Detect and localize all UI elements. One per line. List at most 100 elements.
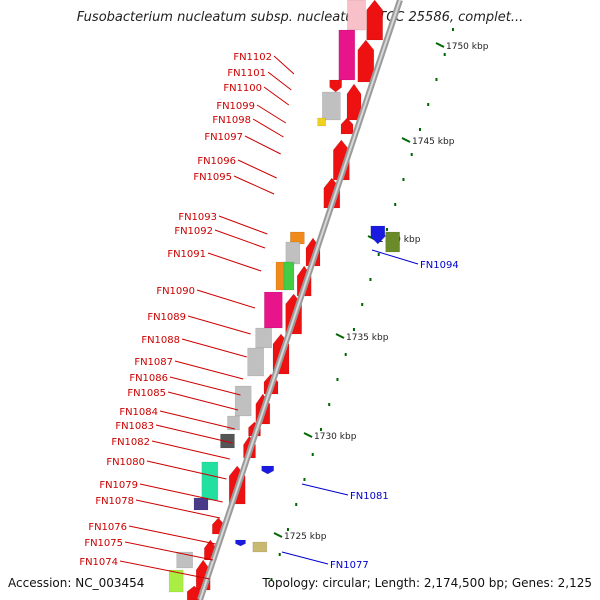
- scale-major-tick: [435, 42, 445, 48]
- gene-label-right: FN1081: [350, 491, 389, 502]
- backbone-highlight: [199, 0, 401, 600]
- gene-label-left: FN1100: [223, 83, 262, 94]
- gene-label-left: FN1085: [127, 388, 166, 399]
- scale-label: 1735 kbp: [346, 333, 389, 343]
- scale-label: 1750 kbp: [446, 42, 489, 52]
- scale-minor-tick: [295, 503, 298, 506]
- gene-feature: [357, 39, 375, 83]
- scale-minor-tick: [443, 53, 446, 56]
- gene-feature: [347, 0, 366, 31]
- scale-major-tick: [335, 333, 345, 339]
- leader-line-left: [174, 360, 244, 380]
- gene-feature: [264, 291, 283, 329]
- scale-minor-tick: [427, 103, 430, 106]
- leader-line-right: [281, 551, 329, 565]
- gene-feature: [366, 0, 383, 41]
- leader-line-left: [119, 560, 210, 580]
- leader-line-left: [169, 376, 241, 396]
- leader-line-left: [218, 215, 268, 235]
- scale-minor-tick: [385, 228, 388, 231]
- gene-feature: [261, 465, 274, 475]
- leader-line-left: [146, 460, 227, 480]
- leader-line-left: [151, 440, 230, 460]
- gene-feature: [340, 117, 354, 135]
- scale-minor-tick: [394, 203, 397, 206]
- gene-feature: [385, 231, 400, 253]
- gene-label-left: FN1102: [233, 52, 272, 63]
- gene-feature: [283, 261, 295, 291]
- scale-minor-tick: [435, 78, 438, 81]
- leader-line-left: [139, 483, 223, 503]
- gene-feature: [168, 569, 184, 593]
- gene-feature: [176, 551, 193, 569]
- leader-line-left: [233, 175, 275, 195]
- leader-line-left: [159, 410, 235, 430]
- scale-minor-tick: [286, 528, 289, 531]
- gene-label-left: FN1097: [204, 132, 243, 143]
- gene-feature: [220, 433, 235, 449]
- scale-minor-tick: [410, 153, 413, 156]
- gene-feature: [290, 231, 305, 245]
- gene-label-left: FN1096: [197, 156, 236, 167]
- gene-label-left: FN1098: [212, 115, 251, 126]
- gene-label-right: FN1077: [330, 560, 369, 571]
- leader-line-left: [263, 86, 290, 106]
- gene-feature: [201, 461, 219, 501]
- scale-minor-tick: [278, 553, 281, 556]
- scale-minor-tick: [311, 453, 314, 456]
- gene-feature: [329, 79, 342, 93]
- gene-label-left: FN1091: [167, 249, 206, 260]
- leader-line-left: [181, 338, 247, 358]
- gene-label-left: FN1082: [111, 437, 150, 448]
- gene-feature: [370, 225, 386, 245]
- gene-label-left: FN1092: [174, 226, 213, 237]
- gene-label-left: FN1084: [119, 407, 158, 418]
- gene-label-right: FN1094: [420, 260, 459, 271]
- gene-label-left: FN1093: [178, 212, 217, 223]
- scale-minor-tick: [303, 478, 306, 481]
- gene-label-left: FN1090: [156, 286, 195, 297]
- leader-line-left: [128, 525, 216, 545]
- scale-label: 1730 kbp: [314, 432, 357, 442]
- gene-feature: [322, 91, 341, 121]
- gene-label-left: FN1080: [106, 457, 145, 468]
- leader-line-left: [273, 55, 295, 75]
- gene-label-left: FN1095: [193, 172, 232, 183]
- gene-label-left: FN1088: [141, 335, 180, 346]
- scale-minor-tick: [418, 128, 421, 131]
- gene-feature: [285, 241, 301, 265]
- scale-minor-tick: [319, 428, 322, 431]
- scale-minor-tick: [328, 403, 331, 406]
- gene-label-left: FN1083: [115, 421, 154, 432]
- gene-label-left: FN1078: [95, 496, 134, 507]
- scale-minor-tick: [352, 328, 355, 331]
- gene-label-left: FN1075: [84, 538, 123, 549]
- gene-feature: [247, 347, 264, 377]
- gene-label-left: FN1087: [134, 357, 173, 368]
- scale-label: 1745 kbp: [412, 137, 455, 147]
- leader-line-left: [237, 159, 277, 179]
- label-leader-layer: [119, 55, 419, 580]
- leader-line-left: [214, 229, 266, 249]
- scale-minor-tick: [402, 178, 405, 181]
- gene-feature: [346, 83, 362, 121]
- leader-line-right: [371, 249, 419, 265]
- gene-label-left: FN1079: [99, 480, 138, 491]
- gene-feature: [252, 541, 268, 553]
- gene-feature: [193, 497, 209, 511]
- scale-minor-tick: [369, 278, 372, 281]
- gene-label-left: FN1099: [216, 101, 255, 112]
- gene-label-left: FN1089: [147, 312, 186, 323]
- leader-line-left: [207, 252, 262, 272]
- scale-minor-tick: [361, 303, 364, 306]
- gene-feature-layer: [168, 0, 400, 600]
- accession-text: Accession: NC_003454: [8, 576, 145, 590]
- gene-feature: [255, 327, 272, 349]
- gene-feature: [338, 29, 356, 81]
- gene-feature: [227, 415, 240, 431]
- map-title: Fusobacterium nucleatum subsp. nucleatum…: [76, 10, 524, 25]
- leader-line-left: [267, 71, 292, 91]
- scale-major-tick: [303, 432, 313, 438]
- gene-label-left: FN1076: [88, 522, 127, 533]
